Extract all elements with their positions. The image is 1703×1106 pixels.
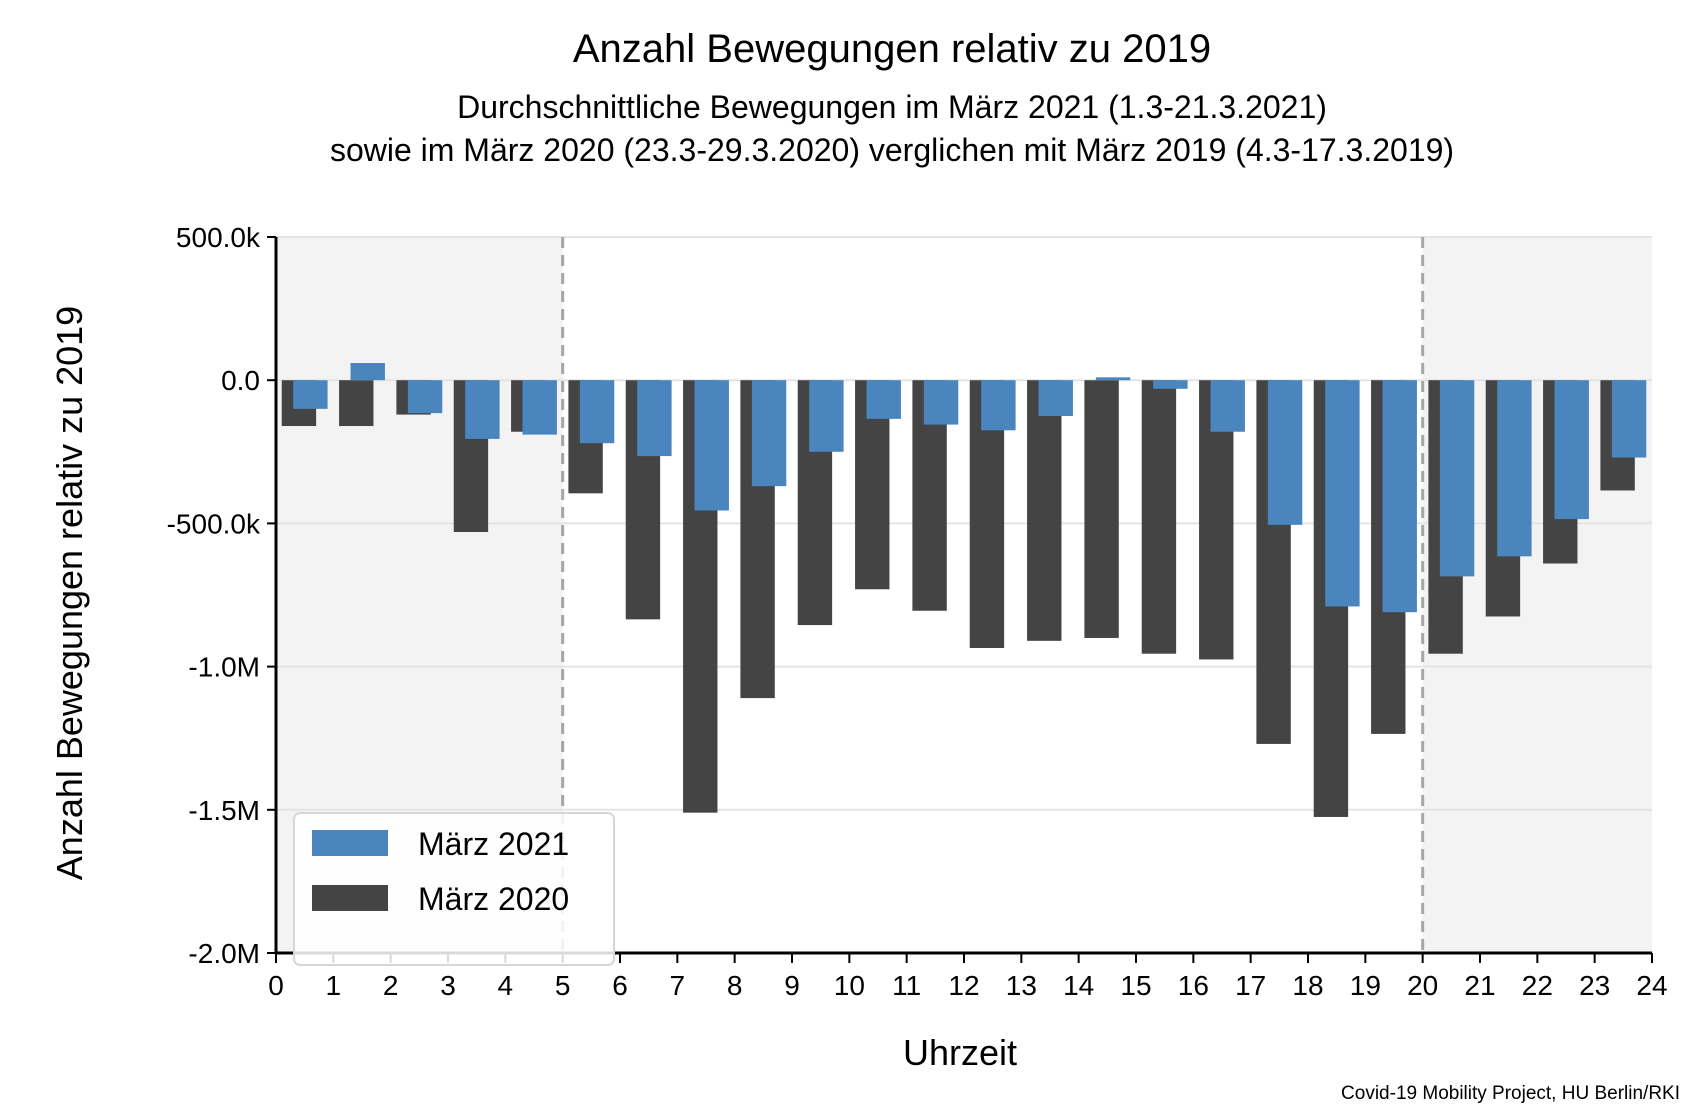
x-tick-label: 24 [1636, 970, 1667, 1001]
x-tick-label: 22 [1522, 970, 1553, 1001]
bar-maerz-2020-13 [1027, 380, 1062, 641]
bar-maerz-2021-7 [694, 380, 729, 511]
chart-subtitle-line-1: Durchschnittliche Bewegungen im März 202… [457, 89, 1327, 125]
legend-label-maerz-2021: März 2021 [418, 826, 569, 862]
x-tick-label: 2 [383, 970, 399, 1001]
legend-swatch-maerz-2021 [312, 830, 388, 856]
x-axis-label: Uhrzeit [903, 1032, 1017, 1073]
bar-maerz-2021-17 [1267, 380, 1303, 525]
bar-maerz-2021-20 [1439, 380, 1475, 577]
x-tick-label: 12 [948, 970, 979, 1001]
bars [281, 363, 1647, 817]
x-tick-label: 6 [612, 970, 628, 1001]
bar-maerz-2021-2 [407, 380, 443, 414]
x-tick-label: 8 [727, 970, 743, 1001]
x-tick-label: 7 [670, 970, 686, 1001]
bar-maerz-2021-5 [579, 380, 615, 444]
x-tick-label: 23 [1579, 970, 1610, 1001]
bar-maerz-2020-15 [1141, 380, 1177, 654]
bar-maerz-2021-23 [1611, 380, 1647, 458]
x-tick-label: 19 [1350, 970, 1381, 1001]
bar-maerz-2021-21 [1497, 380, 1532, 557]
source-note: Covid-19 Mobility Project, HU Berlin/RKI [1341, 1083, 1680, 1104]
bar-maerz-2021-18 [1325, 380, 1360, 607]
legend: März 2021 März 2020 [293, 812, 615, 966]
legend-swatch-maerz-2020 [312, 885, 388, 911]
y-tick-label: 500.0k [176, 222, 261, 253]
x-tick-label: 13 [1006, 970, 1037, 1001]
x-tick-label: 20 [1407, 970, 1438, 1001]
x-axis-ticks: 0 1 2 3 4 5 6 7 8 9 10 11 12 13 14 15 16 17 18 19 20 21 22 23 24 [268, 953, 1668, 1001]
bar-maerz-2021-8 [751, 380, 787, 487]
y-axis-ticks: 500.0k 0.0 -500.0k -1.0M -1.5M -2.0M [167, 222, 276, 969]
bar-maerz-2021-15 [1153, 380, 1188, 389]
bar-maerz-2021-22 [1554, 380, 1589, 520]
chart-subtitle-line-2: sowie im März 2020 (23.3-29.3.2020) verg… [330, 132, 1454, 168]
x-tick-label: 3 [440, 970, 456, 1001]
bar-maerz-2021-11 [923, 380, 959, 425]
bar-maerz-2021-0 [293, 380, 328, 409]
bar-maerz-2021-19 [1382, 380, 1417, 613]
bar-maerz-2020-1 [339, 380, 374, 427]
bar-maerz-2021-4 [522, 380, 557, 435]
bar-maerz-2021-10 [866, 380, 901, 419]
x-tick-label: 9 [784, 970, 800, 1001]
y-tick-label: -2.0M [188, 938, 260, 969]
bar-maerz-2020-14 [1084, 380, 1119, 638]
x-tick-label: 15 [1120, 970, 1151, 1001]
y-tick-label: -500.0k [167, 508, 261, 539]
y-tick-label: -1.0M [188, 652, 260, 683]
bar-maerz-2021-3 [465, 380, 500, 439]
y-axis-label: Anzahl Bewegungen relativ zu 2019 [49, 306, 90, 880]
legend-label-maerz-2020: März 2020 [418, 881, 569, 917]
x-tick-label: 0 [268, 970, 284, 1001]
x-tick-label: 16 [1178, 970, 1209, 1001]
x-tick-label: 4 [498, 970, 514, 1001]
x-tick-label: 10 [834, 970, 865, 1001]
x-tick-label: 18 [1292, 970, 1323, 1001]
y-tick-label: 0.0 [221, 365, 260, 396]
chart-title: Anzahl Bewegungen relativ zu 2019 [573, 27, 1211, 71]
x-tick-label: 17 [1235, 970, 1266, 1001]
y-tick-label: -1.5M [188, 795, 260, 826]
x-tick-label: 14 [1063, 970, 1094, 1001]
bar-maerz-2021-6 [637, 380, 672, 457]
x-tick-label: 1 [326, 970, 342, 1001]
bar-maerz-2021-12 [981, 380, 1016, 431]
bar-maerz-2021-1 [350, 363, 385, 381]
bar-maerz-2021-14 [1095, 377, 1131, 381]
bar-maerz-2021-13 [1038, 380, 1073, 416]
x-tick-label: 5 [555, 970, 571, 1001]
x-tick-label: 21 [1464, 970, 1495, 1001]
x-tick-label: 11 [892, 970, 921, 1001]
bar-maerz-2021-16 [1210, 380, 1245, 432]
bar-maerz-2021-9 [809, 380, 844, 452]
